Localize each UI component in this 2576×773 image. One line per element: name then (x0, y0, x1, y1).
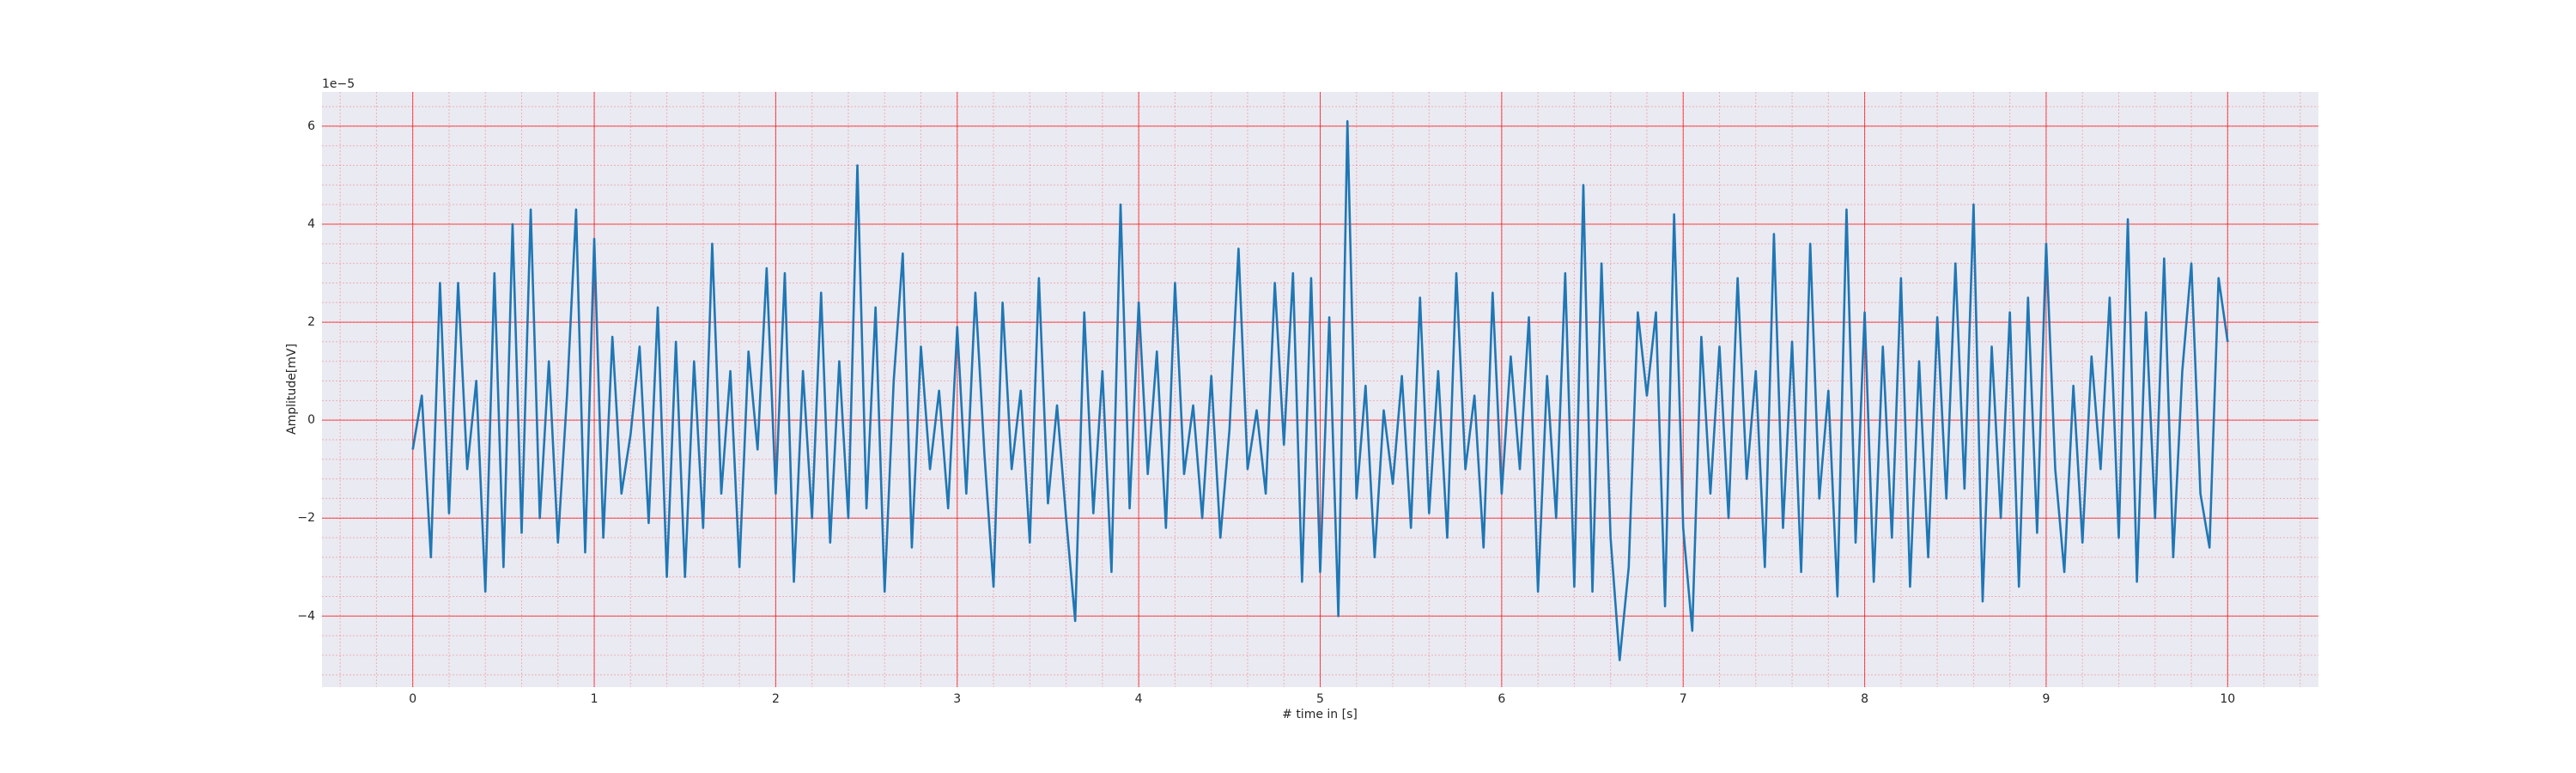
labels: 0 1 2 3 4 5 6 7 8 9 10 −4 −2 0 2 4 6 (297, 119, 2235, 706)
x-tick-label: 0 (409, 692, 416, 706)
x-tick-label: 9 (2042, 692, 2050, 706)
x-tick-label: 1 (591, 692, 598, 706)
y-tick-label: −2 (297, 511, 315, 525)
x-tick-label: 10 (2220, 692, 2235, 706)
x-tick-label: 5 (1316, 692, 1324, 706)
x-tick-label: 4 (1135, 692, 1143, 706)
x-axis-label: # time in [s] (1282, 708, 1358, 721)
x-tick-label: 3 (953, 692, 961, 706)
x-tick-label: 8 (1861, 692, 1868, 706)
data-line (411, 119, 2229, 661)
x-tick-label: 6 (1498, 692, 1505, 706)
y-tick-label: −4 (297, 609, 315, 623)
y-tick-label: 4 (307, 217, 315, 231)
x-tick-label: 7 (1680, 692, 1687, 706)
y-offset-label: 1e−5 (322, 77, 355, 91)
y-tick-label: 6 (307, 119, 315, 133)
lines (411, 119, 2229, 661)
x-tick-label: 2 (772, 692, 780, 706)
y-tick-label: 2 (307, 315, 315, 329)
y-axis-label: Amplitude[mV] (285, 344, 299, 435)
y-tick-label: 0 (307, 413, 315, 427)
